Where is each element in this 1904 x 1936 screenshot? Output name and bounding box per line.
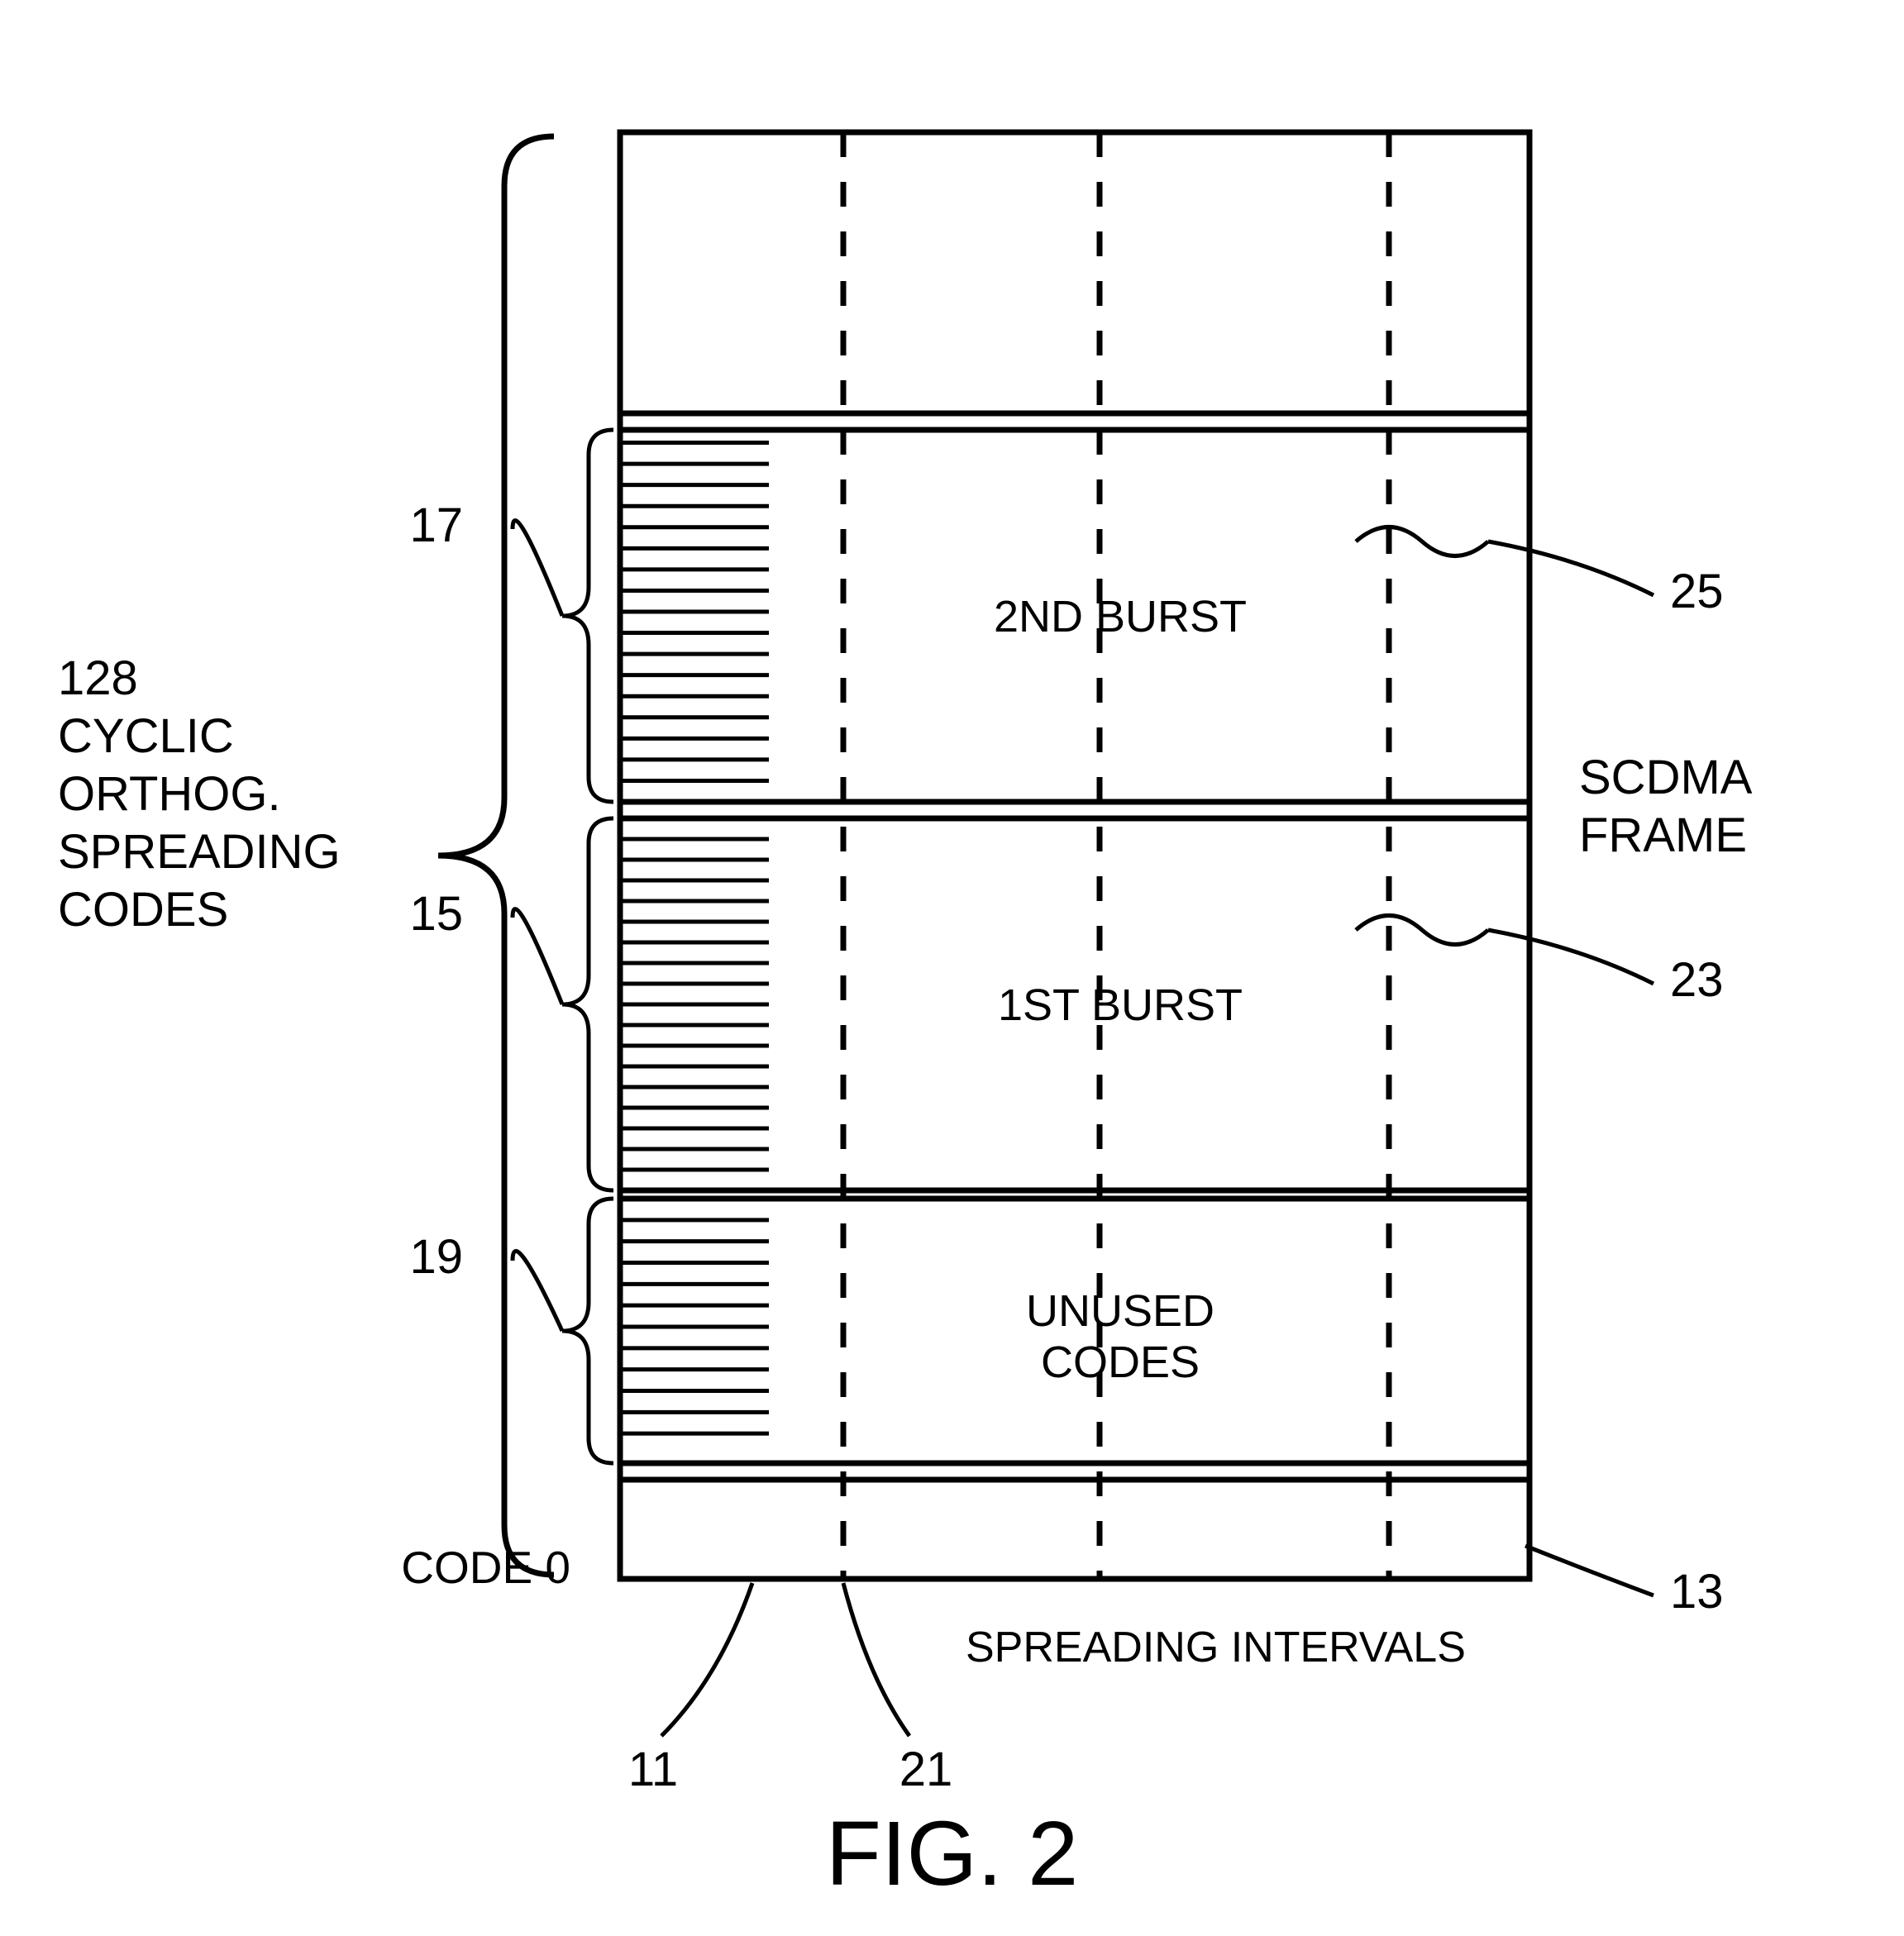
unused-label-2: CODES <box>1041 1338 1200 1387</box>
scdma-frame-diagram: 2ND BURST1ST BURSTUNUSEDCODES128CYCLICOR… <box>0 0 1904 1936</box>
ref-11-leader <box>661 1583 752 1736</box>
left-title-line-3: SPREADING <box>58 825 341 879</box>
right-title-2: FRAME <box>1579 808 1747 862</box>
left-title-line-0: 128 <box>58 651 138 705</box>
left-title-line-2: ORTHOG. <box>58 767 281 821</box>
code0-label: CODE 0 <box>401 1542 570 1593</box>
ref-19-label: 19 <box>409 1230 463 1284</box>
ref-21-label: 21 <box>900 1743 953 1796</box>
section-brace-icon <box>562 818 613 1190</box>
ref-25-squiggle <box>1356 527 1488 556</box>
unused-label-1: UNUSED <box>1026 1286 1214 1336</box>
ref-21-leader <box>843 1583 909 1736</box>
section-brace-icon <box>562 430 613 802</box>
ref-25-label: 25 <box>1670 565 1724 618</box>
section-brace-icon <box>562 1199 613 1463</box>
figure-caption: FIG. 2 <box>826 1803 1079 1905</box>
left-brace-icon <box>438 136 554 1575</box>
ref-11-label: 11 <box>628 1743 678 1796</box>
burst2-label: 2ND BURST <box>994 592 1247 641</box>
ref-25-leader <box>1488 541 1653 595</box>
bottom-label: SPREADING INTERVALS <box>966 1624 1466 1671</box>
burst1-label: 1ST BURST <box>998 980 1243 1030</box>
ref-19-leader <box>513 1251 562 1331</box>
ref-17-label: 17 <box>409 498 463 552</box>
ref-17-leader <box>513 521 562 616</box>
ref-13-label: 13 <box>1670 1565 1724 1619</box>
ref-23-label: 23 <box>1670 953 1724 1007</box>
left-title-line-4: CODES <box>58 883 228 937</box>
ref-15-label: 15 <box>409 887 463 941</box>
left-title-line-1: CYCLIC <box>58 709 234 763</box>
ref-23-squiggle <box>1356 916 1488 945</box>
right-title-1: SCDMA <box>1579 751 1753 804</box>
ref-15-leader <box>513 909 562 1004</box>
ref-23-leader <box>1488 930 1653 984</box>
ref-13-leader <box>1525 1546 1653 1595</box>
